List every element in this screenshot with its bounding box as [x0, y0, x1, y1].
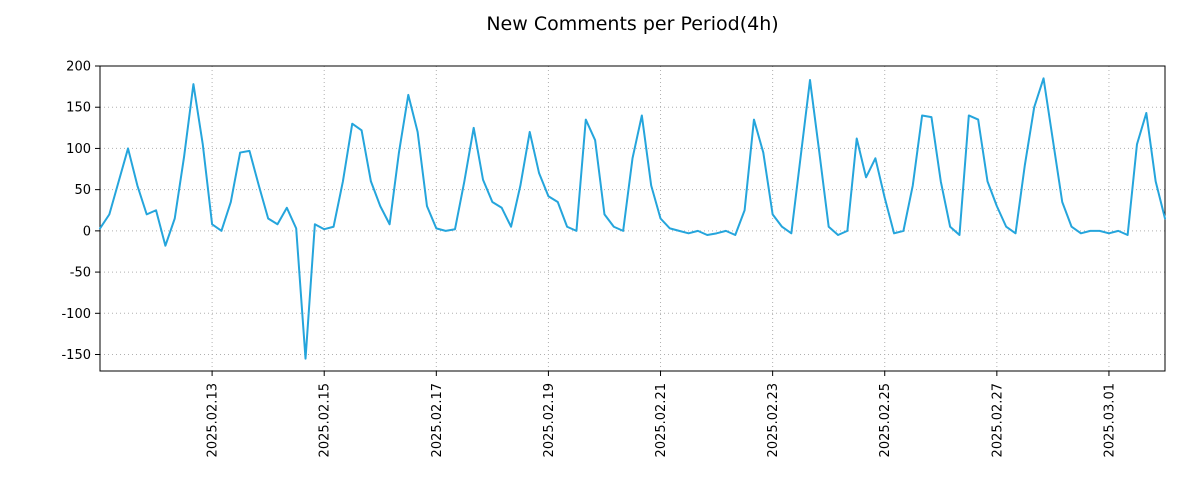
y-axis-label: 50 [74, 183, 91, 198]
x-axis-label: 2025.02.21 [654, 383, 669, 457]
x-axis-label: 2025.02.17 [430, 383, 445, 457]
grid-lines [100, 65, 1165, 371]
y-axis-label: -50 [70, 266, 91, 281]
y-axis-label: -100 [61, 307, 91, 322]
x-axis-label: 2025.03.01 [1102, 383, 1117, 457]
series-line [99, 77, 1166, 360]
x-axis-label: 2025.02.13 [206, 383, 221, 457]
x-axis-label: 2025.02.19 [542, 383, 557, 457]
x-axis-label: 2025.02.27 [990, 383, 1005, 457]
chart-title: New Comments per Period(4h) [486, 13, 779, 35]
y-axis-label: -150 [61, 348, 91, 363]
y-axis-label: 200 [66, 60, 91, 75]
y-axis-labels: 200 150 100 50 0 -50 -100 -150 [61, 60, 100, 363]
x-axis-label: 2025.02.25 [878, 383, 893, 457]
plot-border [99, 65, 1166, 372]
x-axis-labels: 2025.02.13 2025.02.15 2025.02.17 2025.02.19… [206, 371, 1117, 457]
y-axis-label: 100 [66, 142, 91, 157]
y-axis-label: 150 [66, 101, 91, 116]
x-axis-label: 2025.02.23 [766, 383, 781, 457]
x-axis-label: 2025.02.15 [318, 383, 333, 457]
y-axis-label: 0 [83, 224, 91, 239]
